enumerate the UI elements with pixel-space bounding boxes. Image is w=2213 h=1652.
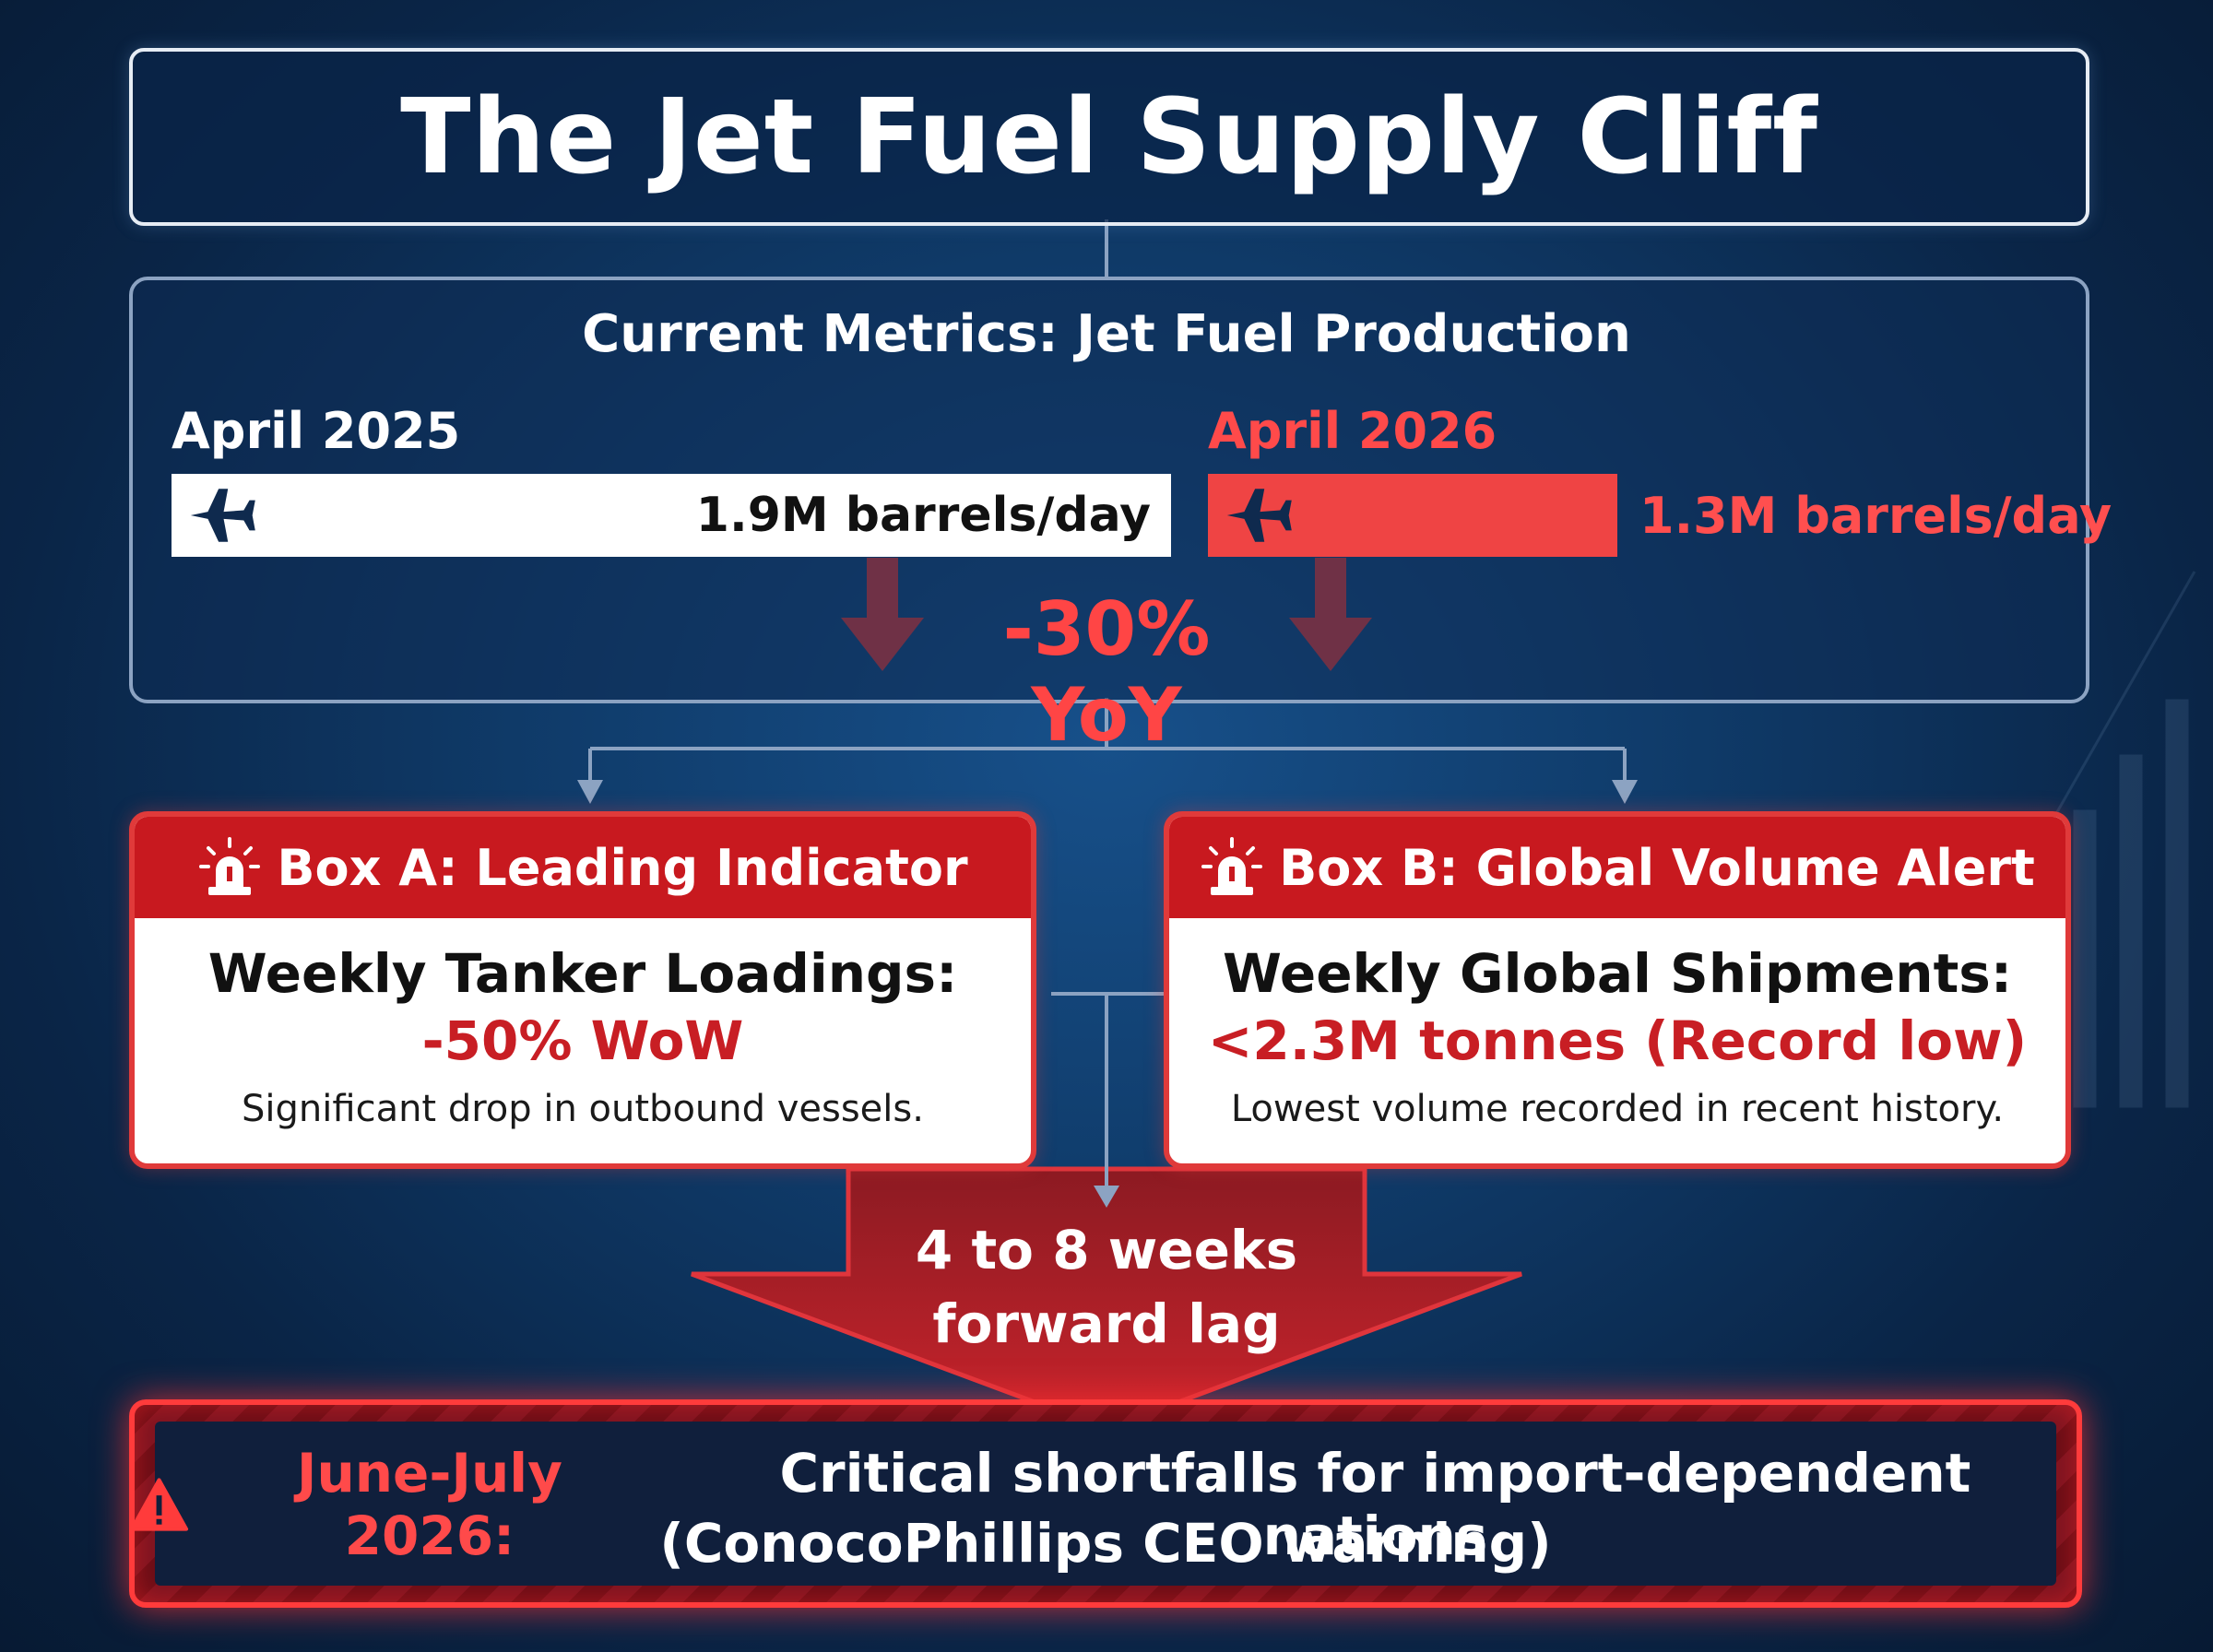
warning-source: (ConocoPhillips CEO warning)	[659, 1512, 1552, 1575]
lag-label: 4 to 8 weeks forward lag	[830, 1213, 1383, 1361]
box-b-note: Lowest volume recorded in recent history…	[1230, 1088, 2005, 1130]
period-b-label: April 2026	[1208, 402, 1497, 460]
siren-icon	[1201, 837, 1263, 895]
yoy-change: -30% YoY	[1002, 586, 1211, 758]
period-b-value: 1.3M barrels/day	[1639, 487, 2112, 545]
lag-line-1: 4 to 8 weeks	[915, 1219, 1298, 1281]
warning-message: Critical shortfalls for import-dependent…	[779, 1442, 1971, 1567]
airplane-icon	[1226, 489, 1292, 542]
box-b-global-volume-alert: Box B: Global Volume Alert Weekly Global…	[1164, 811, 2071, 1169]
airplane-icon	[190, 489, 255, 542]
period-a-value: 1.9M barrels/day	[695, 488, 1151, 543]
title-banner: The Jet Fuel Supply Cliff	[129, 48, 2089, 226]
box-a-leading-indicator: Box A: Leading Indicator Weekly Tanker L…	[129, 811, 1036, 1169]
box-a-value: -50% WoW	[421, 1009, 744, 1072]
warning-date: June-July 2026:	[296, 1442, 562, 1567]
warning-panel-inner	[155, 1422, 2056, 1586]
warning-line-1: June-July 2026: Critical shortfalls for …	[129, 1442, 2082, 1567]
box-b-header: Box B: Global Volume Alert	[1169, 817, 2065, 918]
box-b-title: Box B: Global Volume Alert	[1279, 838, 2035, 897]
siren-icon	[199, 837, 261, 895]
box-a-note: Significant drop in outbound vessels.	[242, 1088, 924, 1130]
period-a-bar: 1.9M barrels/day	[172, 474, 1171, 557]
period-b-bar	[1208, 474, 1617, 557]
page-title: The Jet Fuel Supply Cliff	[400, 77, 1818, 197]
box-b-value: <2.3M tonnes (Record low)	[1207, 1009, 2028, 1072]
period-a-label: April 2025	[172, 402, 461, 460]
metrics-title: Current Metrics: Jet Fuel Production	[582, 304, 1631, 364]
warning-triangle-icon	[129, 1478, 189, 1531]
box-a-title: Box A: Leading Indicator	[277, 838, 968, 897]
box-b-metric: Weekly Global Shipments:	[1222, 942, 2013, 1005]
lag-line-2: forward lag	[932, 1292, 1281, 1355]
warning-panel	[129, 1399, 2082, 1608]
box-a-metric: Weekly Tanker Loadings:	[207, 942, 958, 1005]
box-a-header: Box A: Leading Indicator	[135, 817, 1031, 918]
